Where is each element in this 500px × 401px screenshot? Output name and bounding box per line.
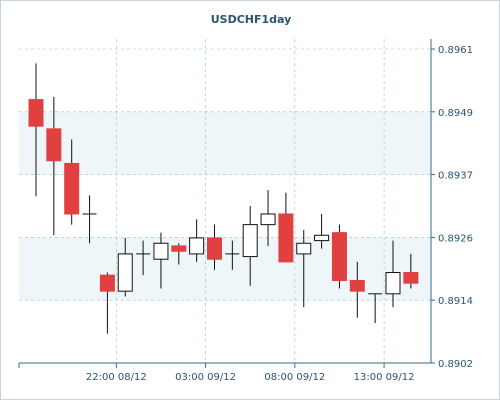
candle <box>189 219 205 262</box>
y-tick-label: 0.8926 <box>438 233 473 244</box>
y-tick-label: 0.8914 <box>438 296 473 307</box>
candles <box>28 63 419 334</box>
candle <box>349 261 365 318</box>
candle-body-bear <box>99 274 115 292</box>
x-tick-label: 22:00 08/12 <box>86 372 147 383</box>
candle-body-bear <box>349 280 365 292</box>
candle <box>46 96 62 236</box>
y-tick-label: 0.8961 <box>438 45 473 56</box>
candle-body-bear <box>403 272 419 284</box>
candle <box>171 243 187 265</box>
candle <box>368 293 383 324</box>
grid-lines <box>19 39 431 364</box>
candle-body-bull <box>242 224 258 258</box>
candle <box>385 240 401 308</box>
candle <box>296 229 312 308</box>
x-tick-label: 13:00 09/12 <box>354 372 415 383</box>
candle-body-bear <box>171 245 187 252</box>
x-tick-label: 03:00 09/12 <box>175 372 236 383</box>
candle <box>153 232 169 289</box>
plot-band <box>19 111 431 175</box>
candle-body-bull <box>260 213 276 226</box>
y-tick-label: 0.8949 <box>438 108 473 119</box>
y-tick-label: 0.8902 <box>438 359 473 370</box>
candle <box>136 240 151 276</box>
candle <box>64 139 80 225</box>
candle-body-bear <box>207 237 222 260</box>
x-tick-label: 08:00 09/12 <box>264 372 325 383</box>
candle-body-bear <box>278 213 294 263</box>
candle-body-bull <box>314 234 330 242</box>
candle <box>278 192 294 263</box>
y-tick-label: 0.8937 <box>438 171 473 182</box>
candle <box>28 63 44 197</box>
candle <box>242 206 258 286</box>
candle-body-bear <box>64 162 80 215</box>
candle-body-bull <box>189 237 205 255</box>
candle-body-bear <box>331 232 347 282</box>
candle-body-bull <box>117 253 133 292</box>
axes: 0.8961 0.8949 0.8937 0.8926 0.8914 0.8902 22:0… <box>18 39 473 383</box>
candle-body-bear <box>28 99 44 127</box>
candle <box>117 237 133 297</box>
candle <box>331 224 347 289</box>
candle-body-bull <box>296 242 312 255</box>
candle <box>225 240 240 270</box>
candle <box>260 190 276 246</box>
candle-body-bull <box>153 242 169 260</box>
chart-title: USDCHF1day <box>211 13 292 26</box>
candle-body-bear <box>46 128 62 162</box>
candle <box>99 272 115 334</box>
candle <box>314 213 330 249</box>
candle <box>403 253 419 289</box>
candle <box>82 195 97 244</box>
candle <box>207 224 222 270</box>
candle-body-bull <box>385 272 401 295</box>
plot-band <box>19 237 431 301</box>
plot-bands <box>19 111 431 301</box>
